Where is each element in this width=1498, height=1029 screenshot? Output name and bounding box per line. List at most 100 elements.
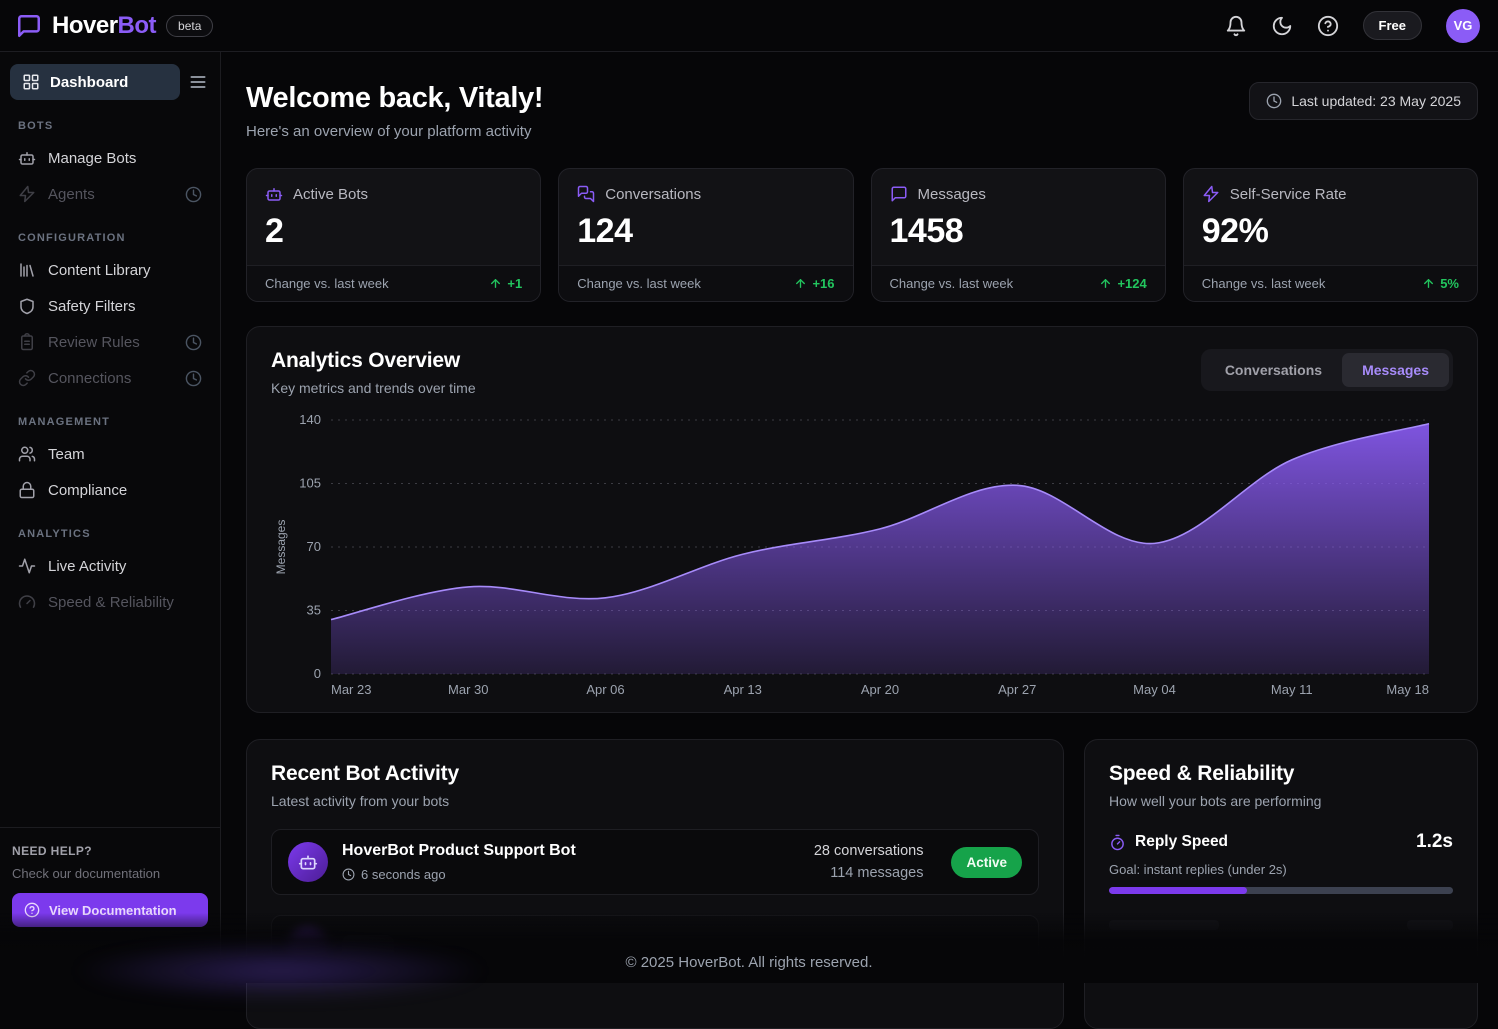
sidebar-item-team[interactable]: Team [10, 436, 210, 472]
speed-reliability-card: Speed & Reliability How well your bots a… [1084, 739, 1478, 1029]
bot-message-count: 114 messages [814, 865, 924, 881]
activity-title: Recent Bot Activity [271, 762, 1039, 786]
bot-name: HoverBot Product Support Bot [342, 842, 800, 860]
ghost-placeholder [342, 935, 394, 961]
reply-speed-progress-track [1109, 887, 1453, 894]
coming-soon-clock-icon [185, 186, 202, 203]
svg-text:May 11: May 11 [1271, 682, 1313, 697]
sidebar-item-agents[interactable]: Agents [10, 176, 210, 212]
activity-row-partial [271, 915, 1039, 981]
bot-avatar [288, 928, 328, 968]
coming-soon-clock-icon [185, 334, 202, 351]
tab-conversations[interactable]: Conversations [1205, 353, 1342, 387]
library-icon [18, 261, 36, 279]
arrow-up-icon [1422, 277, 1435, 290]
svg-text:Mar 30: Mar 30 [448, 682, 488, 697]
svg-text:Messages: Messages [274, 520, 288, 575]
reply-speed-value: 1.2s [1416, 831, 1453, 853]
reply-speed-goal: Goal: instant replies (under 2s) [1109, 862, 1453, 877]
timer-icon [1109, 834, 1126, 851]
svg-text:35: 35 [307, 603, 321, 618]
svg-text:0: 0 [314, 666, 321, 681]
lock-icon [18, 481, 36, 499]
clock-icon [1266, 93, 1282, 109]
sidebar-item-live-activity[interactable]: Live Activity [10, 548, 210, 584]
sidebar-item-dashboard[interactable]: Dashboard [10, 64, 180, 100]
help-circle-icon[interactable] [1317, 15, 1339, 37]
user-avatar[interactable]: VG [1446, 9, 1480, 43]
logo[interactable]: HoverBot beta [16, 12, 213, 40]
shield-icon [18, 297, 36, 315]
stat-change-badge: +1 [489, 276, 522, 291]
bot-conversation-count: 28 conversations [814, 843, 924, 859]
reply-speed-label: Reply Speed [1135, 833, 1407, 851]
app-title: HoverBot [52, 12, 156, 40]
stat-change-badge: +16 [794, 276, 834, 291]
svg-text:May 04: May 04 [1133, 682, 1176, 697]
sidebar-section-management: MANAGEMENT [18, 416, 202, 428]
speed-subtitle: How well your bots are performing [1109, 793, 1453, 809]
stat-value: 92% [1202, 212, 1459, 251]
sidebar-item-compliance[interactable]: Compliance [10, 472, 210, 508]
help-title: NEED HELP? [12, 844, 208, 858]
sidebar-item-safety-filters[interactable]: Safety Filters [10, 288, 210, 324]
sidebar-item-review-rules[interactable]: Review Rules [10, 324, 210, 360]
bot-last-activity-time: 6 seconds ago [342, 867, 800, 882]
stat-change-badge: 5% [1422, 276, 1459, 291]
arrow-up-icon [489, 277, 502, 290]
bot-icon [18, 149, 36, 167]
analytics-tabs: Conversations Messages [1201, 349, 1453, 391]
clipboard-icon [18, 333, 36, 351]
stats-grid: Active Bots 2 Change vs. last week +1 Co… [246, 168, 1478, 302]
sidebar-help-box: NEED HELP? Check our documentation View … [0, 827, 220, 939]
svg-text:Apr 13: Apr 13 [724, 682, 762, 697]
svg-text:Apr 06: Apr 06 [586, 682, 624, 697]
svg-text:May 18: May 18 [1386, 682, 1429, 697]
zap-icon [18, 185, 36, 203]
svg-text:105: 105 [299, 476, 321, 491]
stat-change-badge: +124 [1099, 276, 1146, 291]
sidebar-item-connections[interactable]: Connections [10, 360, 210, 396]
ghost-placeholder [1407, 920, 1453, 930]
help-subtitle: Check our documentation [12, 866, 208, 881]
svg-text:Apr 27: Apr 27 [998, 682, 1036, 697]
arrow-up-icon [1099, 277, 1112, 290]
tab-messages[interactable]: Messages [1342, 353, 1449, 387]
analytics-overview-card: Analytics Overview Key metrics and trend… [246, 326, 1478, 713]
plan-badge[interactable]: Free [1363, 11, 1422, 40]
sidebar: Dashboard BOTS Manage Bots Agents CONFIG… [0, 52, 221, 983]
activity-row[interactable]: HoverBot Product Support Bot 6 seconds a… [271, 829, 1039, 895]
sidebar-section-bots: BOTS [18, 120, 202, 132]
sidebar-item-speed-reliability[interactable]: Speed & Reliability [10, 584, 210, 620]
reply-speed-progress-fill [1109, 887, 1247, 894]
bot-icon [265, 185, 283, 203]
view-documentation-button[interactable]: View Documentation [12, 893, 208, 927]
activity-icon [18, 557, 36, 575]
message-icon [890, 185, 908, 203]
analytics-title: Analytics Overview [271, 349, 476, 373]
metric-row-partial [1109, 920, 1453, 930]
stat-card-messages: Messages 1458 Change vs. last week +124 [871, 168, 1166, 302]
sidebar-item-manage-bots[interactable]: Manage Bots [10, 140, 210, 176]
notifications-bell-icon[interactable] [1225, 15, 1247, 37]
svg-text:Mar 23: Mar 23 [331, 682, 371, 697]
chat-bubble-logo-icon [16, 13, 42, 39]
bot-avatar [288, 842, 328, 882]
sidebar-section-analytics: ANALYTICS [18, 528, 202, 540]
svg-text:70: 70 [307, 539, 321, 554]
page-subtitle: Here's an overview of your platform acti… [246, 123, 543, 140]
users-icon [18, 445, 36, 463]
gauge-icon [18, 593, 36, 611]
main-content: Welcome back, Vitaly! Here's an overview… [221, 52, 1498, 1029]
ghost-placeholder [1109, 920, 1219, 930]
stat-value: 2 [265, 212, 522, 251]
sidebar-item-content-library[interactable]: Content Library [10, 252, 210, 288]
svg-text:Apr 20: Apr 20 [861, 682, 899, 697]
analytics-subtitle: Key metrics and trends over time [271, 380, 476, 396]
beta-badge: beta [166, 15, 213, 37]
stat-card-active-bots: Active Bots 2 Change vs. last week +1 [246, 168, 541, 302]
sidebar-collapse-menu-icon[interactable] [188, 72, 208, 92]
dark-mode-moon-icon[interactable] [1271, 15, 1293, 37]
